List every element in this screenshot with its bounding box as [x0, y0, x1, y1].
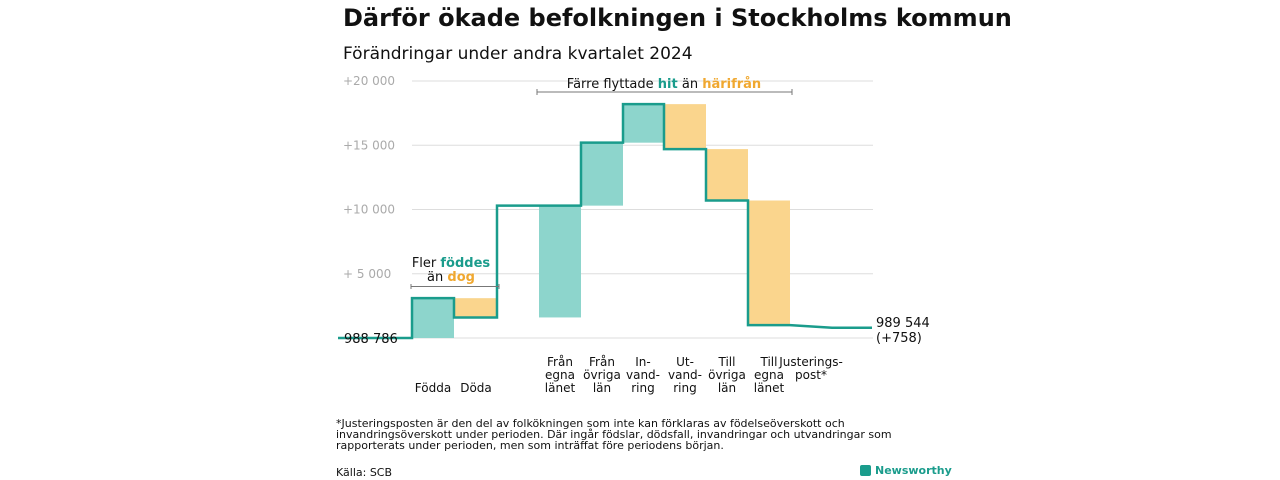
x-tick-label: post* — [795, 368, 827, 382]
x-tick-label: Födda — [415, 381, 451, 395]
migration-annotation-text-2: än — [678, 77, 702, 92]
death-annotation-text: än — [427, 270, 447, 285]
migration-annotation-text: Färre flyttade — [567, 77, 658, 92]
end-value-label: 989 544 — [876, 316, 930, 331]
x-tick-label: vand- — [668, 368, 702, 382]
x-tick-label: Ut- — [676, 355, 694, 369]
bar-6 — [706, 149, 748, 201]
cumulative-step-line — [338, 102, 872, 340]
bar-2 — [539, 205, 581, 318]
start-value-label: 988 786 — [344, 332, 398, 347]
birth-annotation: Fler föddes än dog — [410, 256, 500, 289]
bar-5 — [664, 104, 706, 150]
x-tick-label: vand- — [626, 368, 660, 382]
death-annotation-highlight: dog — [447, 270, 475, 285]
x-tick-labels: Födda DödaFrånegnalänetFrånövrigalänIn-va… — [415, 355, 843, 395]
x-tick-label: länet — [545, 381, 576, 395]
birth-annotation-highlight: föddes — [440, 256, 490, 271]
svg-text:Fler föddes: Fler föddes — [412, 256, 491, 271]
footnote: *Justeringsposten är den del av folkökni… — [336, 417, 892, 452]
bar-0 — [412, 298, 454, 338]
y-tick-labels: + 5 000 +10 000 +15 000 +20 000 — [343, 74, 395, 281]
birth-annotation-text: Fler — [412, 256, 441, 271]
svg-text:än dog: än dog — [427, 270, 475, 285]
x-tick-label: övriga — [708, 368, 746, 382]
bar-3 — [581, 142, 623, 206]
migration-annotation-highlight-in: hit — [658, 77, 678, 92]
x-tick-label: egna — [754, 368, 784, 382]
x-tick-label: län — [593, 381, 611, 395]
y-tick-label: +10 000 — [343, 203, 395, 217]
y-tick-label: +20 000 — [343, 74, 395, 88]
brand-name: Newsworthy — [875, 464, 952, 477]
x-tick-label: Till — [718, 355, 736, 369]
bar-1 — [455, 298, 497, 318]
newsworthy-icon — [860, 465, 871, 476]
y-tick-label: + 5 000 — [343, 267, 391, 281]
x-tick-label: övriga — [583, 368, 621, 382]
chart-subtitle: Förändringar under andra kvartalet 2024 — [343, 44, 693, 64]
brand-logo: Newsworthy — [860, 464, 952, 477]
x-tick-label: egna — [545, 368, 575, 382]
source-label: Källa: SCB — [336, 466, 393, 479]
x-tick-label: Döda — [460, 381, 492, 395]
bar-7 — [748, 200, 790, 326]
migration-annotation-bracket — [536, 89, 793, 95]
y-tick-label: +15 000 — [343, 138, 395, 152]
x-tick-label: Från — [547, 355, 573, 369]
x-tick-label: Till — [760, 355, 778, 369]
end-change-label: (+758) — [876, 331, 922, 346]
x-tick-label: In- — [635, 355, 650, 369]
x-tick-label: länet — [754, 381, 785, 395]
migration-annotation: Färre flyttade hit än härifrån — [536, 77, 793, 95]
bar-4 — [622, 104, 664, 143]
x-tick-label: ring — [631, 381, 655, 395]
x-tick-label: län — [718, 381, 736, 395]
birth-annotation-bracket — [410, 284, 500, 289]
svg-text:Färre flyttade hit än härifr: Färre flyttade hit än härifrån — [567, 77, 761, 92]
x-tick-label: ring — [673, 381, 697, 395]
migration-annotation-highlight-out: härifrån — [702, 77, 761, 92]
x-tick-label: Från — [589, 355, 615, 369]
chart-title: Därför ökade befolkningen i Stockholms k… — [343, 4, 1012, 32]
bars — [412, 104, 790, 338]
x-tick-label: Justerings- — [778, 355, 843, 369]
grid-lines — [412, 80, 873, 339]
